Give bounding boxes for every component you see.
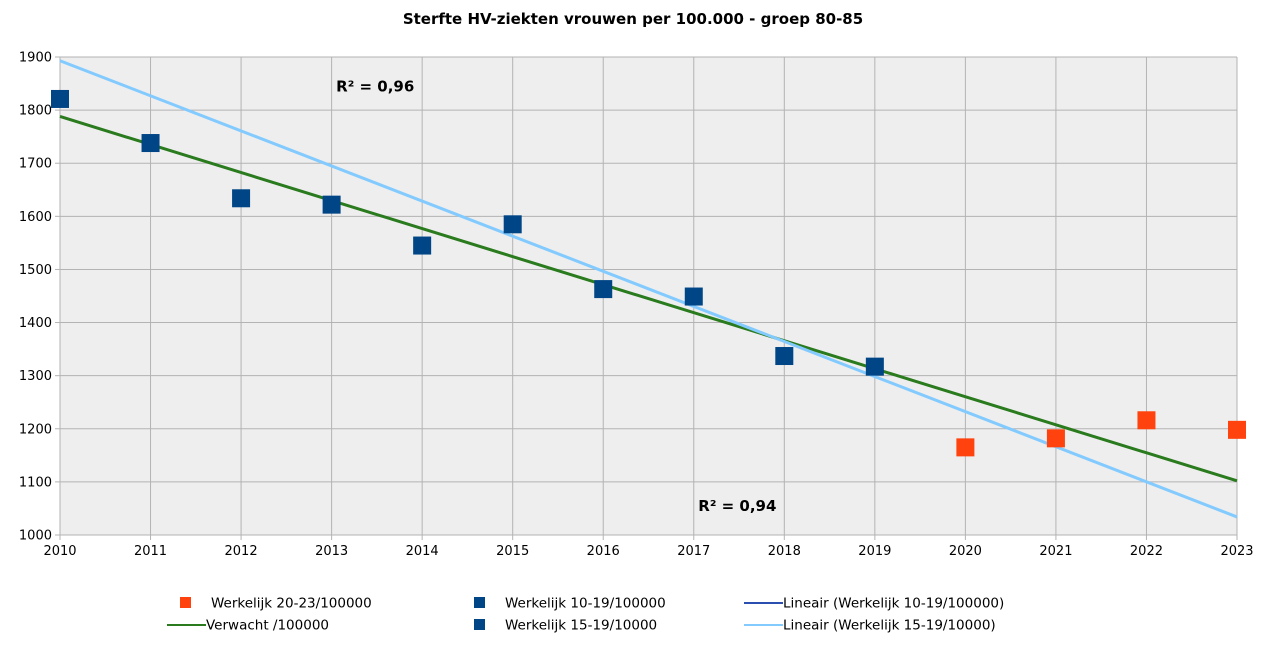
y-tick-label: 1900 <box>19 51 52 66</box>
annotations: R² = 0,96 R² = 0,94 <box>336 78 776 516</box>
y-tick-label: 1600 <box>19 210 52 225</box>
legend-label: Lineair (Werkelijk 15-19/10000) <box>783 618 996 634</box>
grid-lines <box>59 56 1238 536</box>
x-tick-label: 2018 <box>768 544 801 559</box>
legend-label: Werkelijk 10-19/100000 <box>505 596 666 612</box>
y-tick-label: 1300 <box>19 369 52 384</box>
legend-swatch <box>474 619 485 630</box>
x-tick-label: 2011 <box>134 544 167 559</box>
data-point <box>956 438 975 457</box>
data-point <box>503 215 522 234</box>
y-tick-label: 1100 <box>19 475 52 490</box>
data-point <box>1046 429 1065 448</box>
data-point <box>775 347 794 366</box>
data-point <box>141 134 160 153</box>
x-tick-label: 2016 <box>587 544 620 559</box>
y-tick-label: 1700 <box>19 157 52 172</box>
y-tick-label: 1200 <box>19 422 52 437</box>
data-point <box>413 236 432 255</box>
axes: 1000 1100 1200 1300 1400 1500 1600 1700 1800 1900… <box>19 51 1254 560</box>
x-tick-label: 2021 <box>1039 544 1072 559</box>
data-point <box>594 280 613 299</box>
chart-title: Sterfte HV-ziekten vrouwen per 100.000 -… <box>403 10 863 28</box>
series-line <box>59 59 1238 519</box>
x-tick-label: 2020 <box>949 544 982 559</box>
y-tick-label: 1400 <box>19 316 52 331</box>
data-point <box>322 195 341 214</box>
x-tick-label: 2010 <box>43 544 76 559</box>
legend-swatch <box>474 597 485 608</box>
x-tick-label: 2019 <box>858 544 891 559</box>
trend-lines <box>59 59 1238 519</box>
x-tick-label: 2022 <box>1130 544 1163 559</box>
legend-label: Lineair (Werkelijk 10-19/100000) <box>783 596 1004 612</box>
data-markers <box>51 89 1246 457</box>
legend: Werkelijk 20-23/100000 Werkelijk 10-19/10… <box>167 596 1004 634</box>
data-point <box>51 89 69 108</box>
x-tick-label: 2015 <box>496 544 529 559</box>
legend-label: Werkelijk 20-23/100000 <box>211 596 372 612</box>
y-tick-label: 1800 <box>19 104 52 119</box>
r-squared-annotation: R² = 0,96 <box>336 78 414 96</box>
legend-label: Werkelijk 15-19/10000 <box>505 618 657 634</box>
y-tick-label: 1000 <box>19 529 52 544</box>
y-tick-label: 1500 <box>19 263 52 278</box>
data-point <box>232 189 251 208</box>
x-tick-label: 2013 <box>315 544 348 559</box>
data-point <box>1137 411 1156 430</box>
r-squared-annotation: R² = 0,94 <box>698 497 776 515</box>
legend-swatch <box>180 597 191 608</box>
legend-label: Verwacht /100000 <box>206 618 329 634</box>
data-point <box>1228 420 1246 439</box>
series-line <box>59 115 1238 483</box>
x-tick-label: 2012 <box>225 544 258 559</box>
x-tick-label: 2017 <box>677 544 710 559</box>
x-tick-label: 2014 <box>406 544 439 559</box>
data-point <box>865 357 884 376</box>
data-point <box>684 287 703 306</box>
x-tick-label: 2023 <box>1220 544 1253 559</box>
